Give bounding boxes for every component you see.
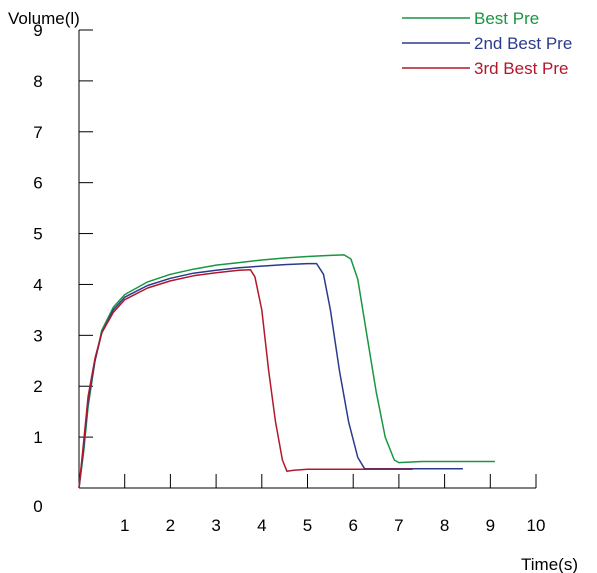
series-lines — [78, 254, 495, 489]
y-tick-label: 1 — [33, 428, 42, 447]
legend: Best Pre 2nd Best Pre 3rd Best Pre — [402, 9, 572, 78]
y-tick-label: 3 — [33, 326, 42, 345]
y-tick-label: 9 — [33, 21, 42, 40]
x-tick-label: 7 — [394, 516, 403, 535]
legend-label-1: Best Pre — [474, 9, 539, 28]
x-axis-ticks: 1 2 3 4 5 6 7 8 9 10 — [120, 474, 545, 535]
x-tick-label: 10 — [527, 516, 546, 535]
x-tick-label: 8 — [440, 516, 449, 535]
y-tick-label: 6 — [33, 174, 42, 193]
x-tick-label: 2 — [166, 516, 175, 535]
x-axis-label: Time(s) — [521, 555, 578, 573]
y-axis-ticks: 0 1 2 3 4 5 6 7 8 9 — [33, 21, 93, 516]
y-axis-label: Volume(l) — [8, 9, 80, 28]
y-tick-label: 4 — [33, 275, 42, 294]
x-tick-label: 9 — [486, 516, 495, 535]
y-tick-label: 2 — [33, 377, 42, 396]
x-tick-label: 6 — [348, 516, 357, 535]
y-tick-label: 0 — [33, 497, 42, 516]
legend-label-2: 2nd Best Pre — [474, 34, 572, 53]
x-tick-label: 3 — [211, 516, 220, 535]
y-tick-label: 8 — [33, 72, 42, 91]
legend-label-3: 3rd Best Pre — [474, 59, 569, 78]
y-tick-label: 5 — [33, 225, 42, 244]
series-line-1 — [78, 254, 495, 489]
series-line-3 — [78, 268, 413, 489]
x-tick-label: 5 — [303, 516, 312, 535]
x-tick-label: 4 — [257, 516, 266, 535]
series-line-2 — [78, 262, 463, 489]
x-tick-label: 1 — [120, 516, 129, 535]
y-tick-label: 7 — [33, 123, 42, 142]
